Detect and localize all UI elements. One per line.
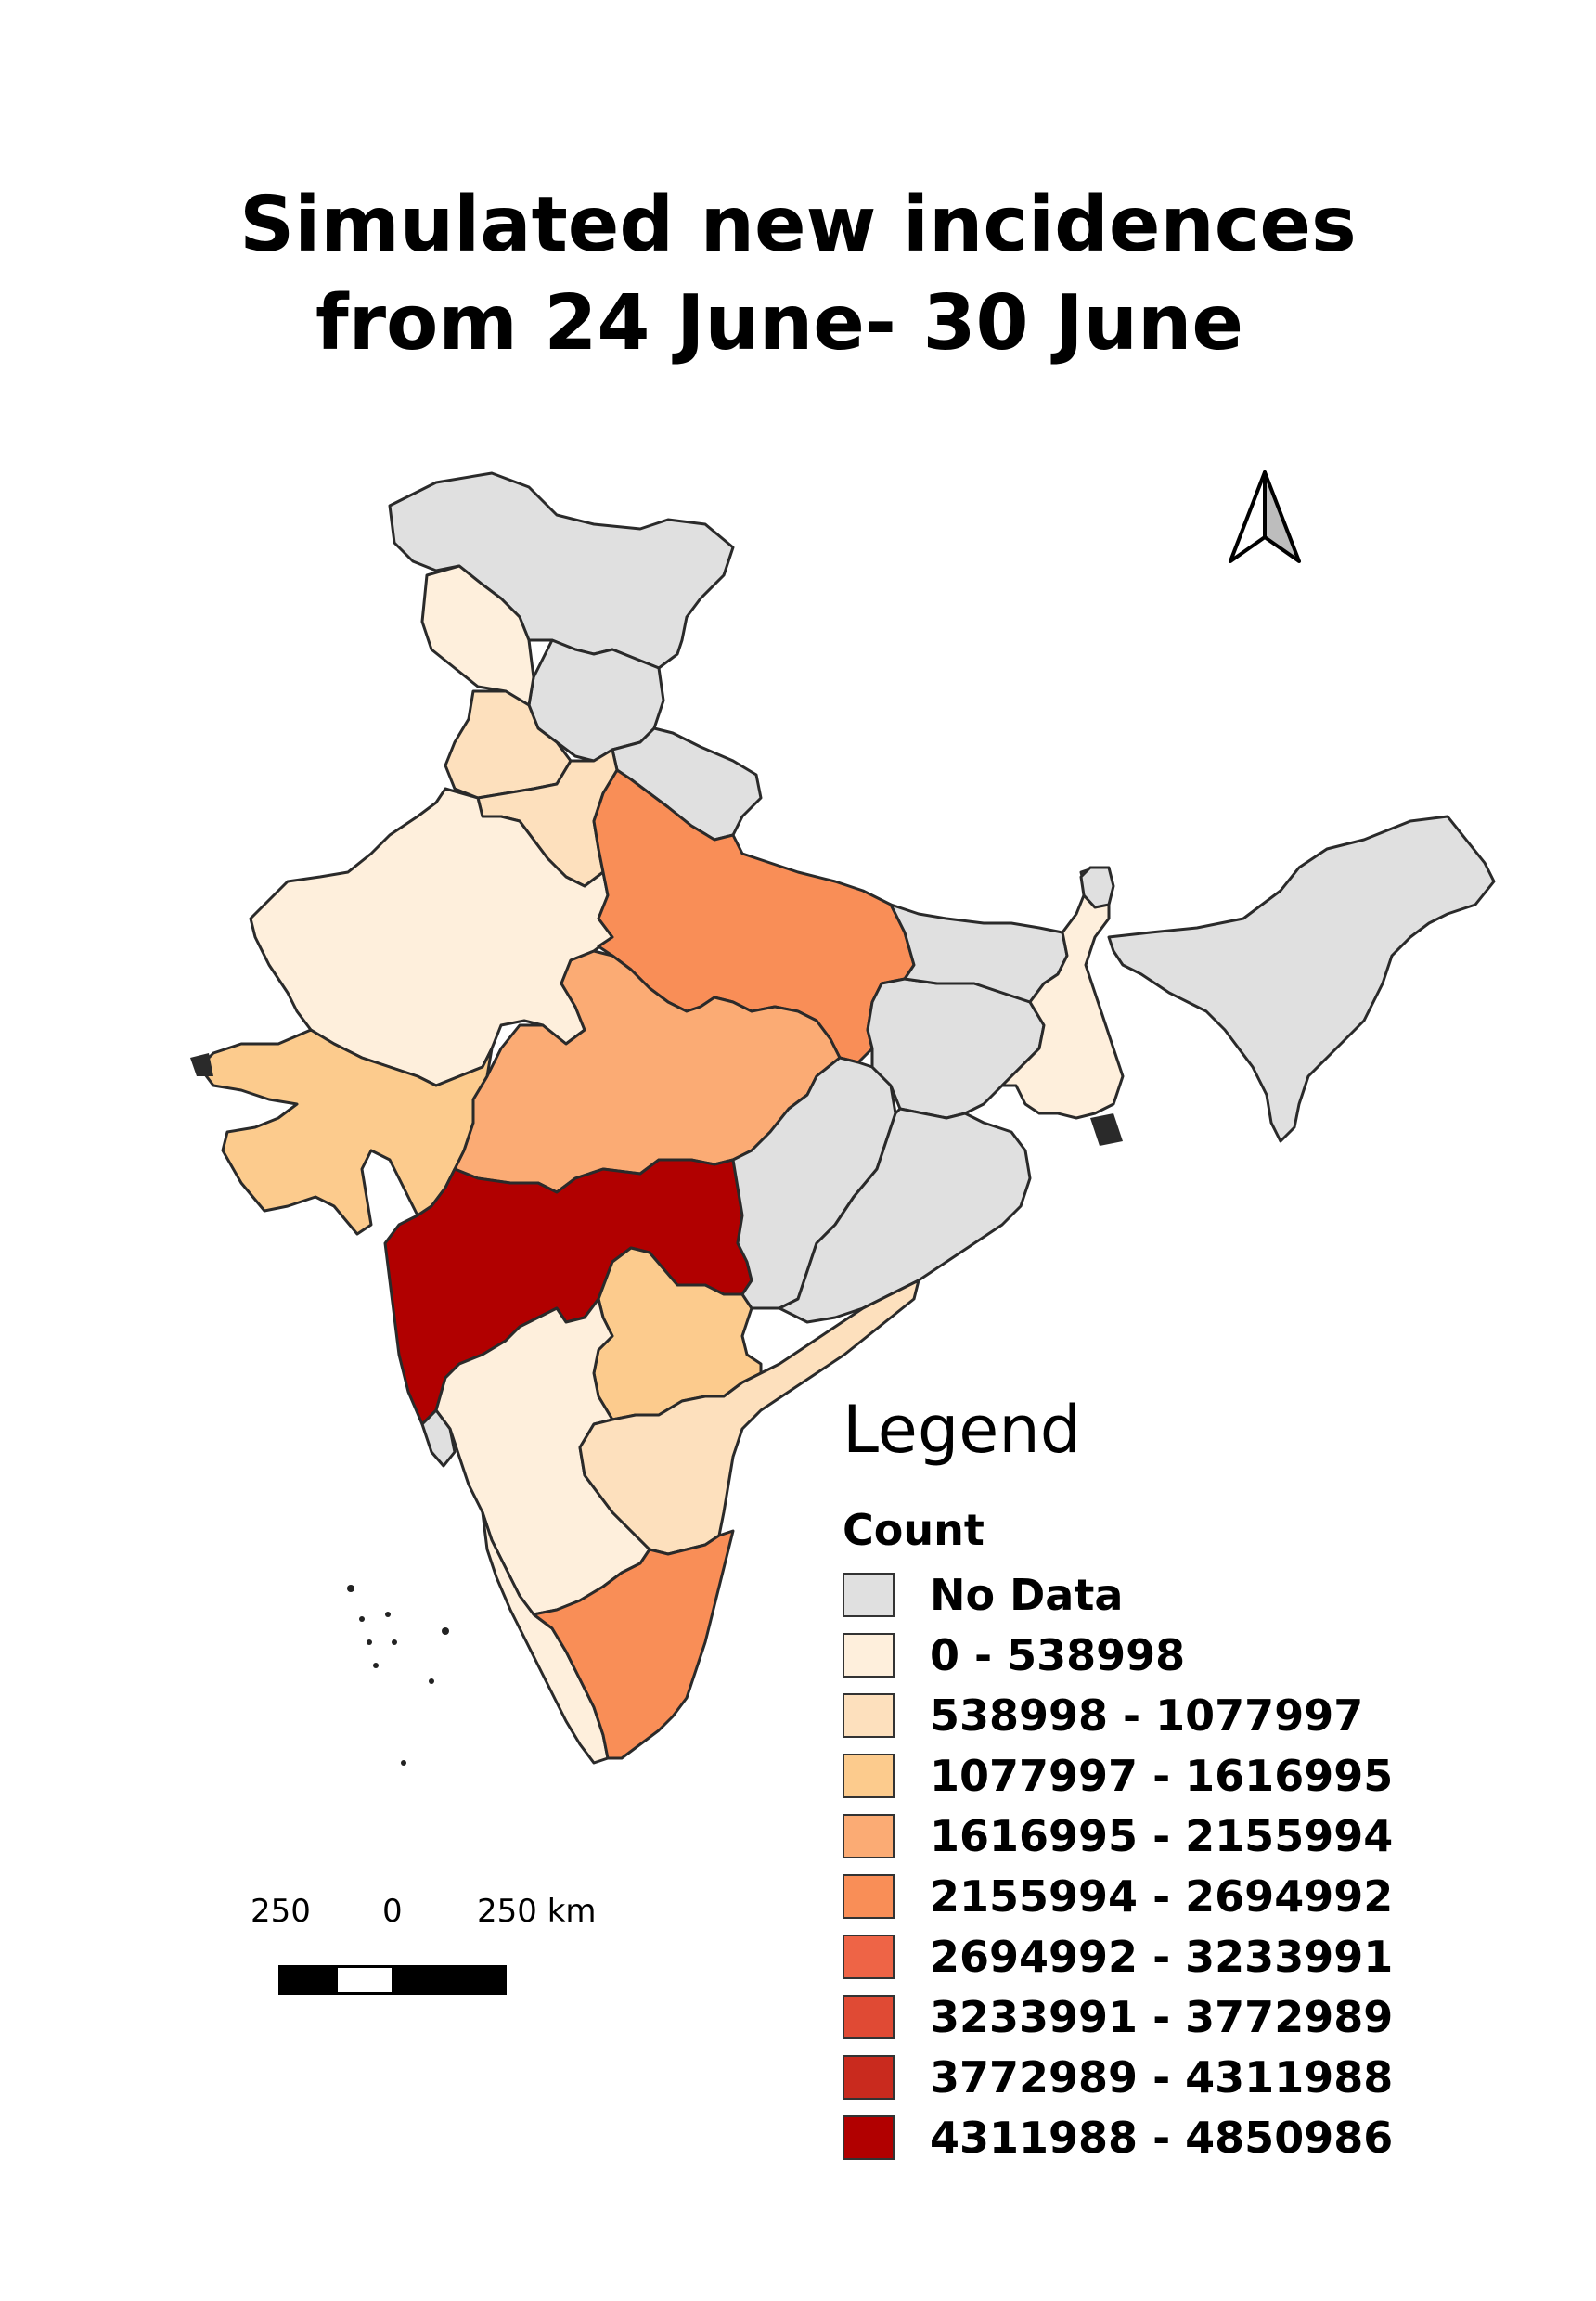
legend-label: 2694992 - 3233991 <box>930 1931 1394 1982</box>
north-arrow-icon <box>1229 470 1301 563</box>
islands <box>347 1585 449 1766</box>
legend-swatch <box>843 1753 895 1798</box>
legend-label: No Data <box>930 1569 1124 1620</box>
legend-swatch <box>843 1994 895 2039</box>
legend-swatch <box>843 2054 895 2100</box>
region-gujarat <box>198 1028 494 1236</box>
scale-label-mid: 0 <box>382 1893 403 1930</box>
legend-swatch <box>843 1934 895 1979</box>
legend-item: 538998 - 1077997 <box>843 1685 1511 1745</box>
region-sikkim <box>1079 866 1115 909</box>
legend-label: 4311988 - 4850986 <box>930 2112 1394 2163</box>
region-andhra-pradesh <box>578 1279 920 1556</box>
legend-item: 3772989 - 4311988 <box>843 2047 1511 2107</box>
region-tamil-nadu <box>532 1529 735 1760</box>
map-title: Simulated new incidences from 24 June- 3… <box>0 176 1596 373</box>
region-punjab-north <box>420 564 535 707</box>
map-title-line2: from 24 June- 30 June <box>315 279 1244 367</box>
legend-label: 538998 - 1077997 <box>930 1690 1364 1741</box>
legend-item: 1077997 - 1616995 <box>843 1745 1511 1806</box>
region-northeast <box>1107 815 1496 1143</box>
legend-label: 1616995 - 2155994 <box>930 1810 1394 1861</box>
legend-label: 3233991 - 3772989 <box>930 1991 1394 2042</box>
legend-item: 2694992 - 3233991 <box>843 1926 1511 1986</box>
scale-label-right: 250 km <box>477 1893 597 1930</box>
scale-segment-1 <box>278 1965 338 1995</box>
legend-swatch <box>843 1632 895 1678</box>
legend-swatch <box>843 1813 895 1858</box>
legend-label: 2155994 - 2694992 <box>930 1870 1394 1922</box>
legend-item: 4311988 - 4850986 <box>843 2107 1511 2167</box>
legend-item: 0 - 538998 <box>843 1625 1511 1685</box>
scale-segment-3 <box>392 1965 507 1995</box>
legend-swatch <box>843 2115 895 2160</box>
legend-item: No Data <box>843 1564 1511 1625</box>
legend-label: 0 - 538998 <box>930 1629 1186 1680</box>
scale-segment-2 <box>335 1965 394 1995</box>
legend-swatch <box>843 1692 895 1738</box>
legend-item: 1616995 - 2155994 <box>843 1806 1511 1866</box>
legend-item: 3233991 - 3772989 <box>843 1986 1511 2047</box>
legend-swatch <box>843 1572 895 1617</box>
region-jharkhand <box>866 977 1046 1120</box>
legend-field: Count <box>843 1505 985 1555</box>
legend-rows: No Data 0 - 538998 538998 - 1077997 1077997… <box>843 1564 1511 2167</box>
region-goa <box>420 1408 457 1468</box>
legend: Legend Count No Data 0 - 538998 538998 - 1… <box>843 1392 1511 2167</box>
map-title-line1: Simulated new incidences <box>239 181 1357 269</box>
scale-label-left: 250 <box>251 1893 311 1930</box>
scale-bar: 250 0 250 km <box>251 1893 622 1995</box>
coastal-patches <box>190 1053 1123 1146</box>
legend-item: 2155994 - 2694992 <box>843 1866 1511 1926</box>
legend-label: 1077997 - 1616995 <box>930 1750 1394 1801</box>
legend-title: Legend <box>843 1392 1082 1468</box>
legend-label: 3772989 - 4311988 <box>930 2051 1394 2102</box>
legend-swatch <box>843 1873 895 1919</box>
